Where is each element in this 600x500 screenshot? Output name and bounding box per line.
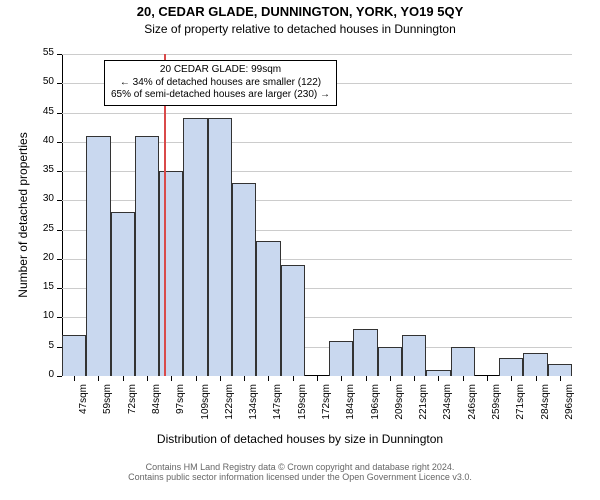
x-tick: [487, 376, 488, 381]
x-tick: [98, 376, 99, 381]
histogram-bar: [523, 353, 547, 376]
x-tick-label: 246sqm: [467, 384, 478, 432]
x-tick-label: 84sqm: [151, 384, 162, 432]
y-tick: [57, 113, 62, 114]
x-tick-label: 97sqm: [175, 384, 186, 432]
x-tick-label: 259sqm: [491, 384, 502, 432]
y-tick-label: 0: [28, 369, 54, 380]
x-tick-label: 296sqm: [564, 384, 575, 432]
y-tick: [57, 259, 62, 260]
y-tick-label: 50: [28, 76, 54, 87]
x-tick: [438, 376, 439, 381]
y-tick: [57, 54, 62, 55]
histogram-bar: [159, 171, 183, 376]
annotation-line3: 65% of semi-detached houses are larger (…: [111, 89, 330, 102]
histogram-bar: [208, 118, 232, 376]
x-tick: [317, 376, 318, 381]
x-tick-label: 184sqm: [345, 384, 356, 432]
x-tick: [171, 376, 172, 381]
x-tick: [220, 376, 221, 381]
histogram-bar: [183, 118, 207, 376]
x-tick: [196, 376, 197, 381]
x-tick-label: 47sqm: [78, 384, 89, 432]
x-tick-label: 209sqm: [394, 384, 405, 432]
chart-title: 20, CEDAR GLADE, DUNNINGTON, YORK, YO19 …: [0, 4, 600, 19]
y-tick-label: 40: [28, 135, 54, 146]
x-tick: [366, 376, 367, 381]
histogram-bar: [86, 136, 110, 376]
histogram-bar: [451, 347, 475, 376]
x-tick: [341, 376, 342, 381]
x-tick-label: 134sqm: [248, 384, 259, 432]
y-tick: [57, 376, 62, 377]
y-tick-label: 10: [28, 310, 54, 321]
histogram-bar: [232, 183, 256, 376]
y-tick-label: 55: [28, 47, 54, 58]
histogram-bar: [281, 265, 305, 376]
y-axis-label: Number of detached properties: [16, 54, 30, 376]
chart-footer: Contains HM Land Registry data © Crown c…: [0, 462, 600, 482]
grid-line: [62, 54, 572, 55]
histogram-bar: [499, 358, 523, 376]
annotation-line1: 20 CEDAR GLADE: 99sqm: [111, 64, 330, 77]
histogram-bar: [548, 364, 572, 376]
x-tick-label: 271sqm: [515, 384, 526, 432]
x-tick-label: 109sqm: [200, 384, 211, 432]
y-tick-label: 30: [28, 193, 54, 204]
x-tick: [511, 376, 512, 381]
y-tick: [57, 288, 62, 289]
x-tick: [390, 376, 391, 381]
x-tick: [560, 376, 561, 381]
histogram-bar: [62, 335, 86, 376]
x-tick: [244, 376, 245, 381]
histogram-bar: [111, 212, 135, 376]
histogram-bar: [402, 335, 426, 376]
x-tick: [293, 376, 294, 381]
x-tick-label: 122sqm: [224, 384, 235, 432]
histogram-bar: [135, 136, 159, 376]
chart-container: 20, CEDAR GLADE, DUNNINGTON, YORK, YO19 …: [0, 0, 600, 500]
x-tick-label: 196sqm: [370, 384, 381, 432]
y-tick: [57, 230, 62, 231]
x-tick: [268, 376, 269, 381]
histogram-bar: [256, 241, 280, 376]
y-tick: [57, 142, 62, 143]
x-tick: [463, 376, 464, 381]
x-tick-label: 159sqm: [297, 384, 308, 432]
y-tick-label: 35: [28, 164, 54, 175]
footer-line1: Contains HM Land Registry data © Crown c…: [0, 462, 600, 472]
y-tick-label: 45: [28, 106, 54, 117]
y-tick-label: 25: [28, 223, 54, 234]
annotation-box: 20 CEDAR GLADE: 99sqm ← 34% of detached …: [104, 60, 337, 106]
annotation-line2: ← 34% of detached houses are smaller (12…: [111, 77, 330, 90]
histogram-bar: [329, 341, 353, 376]
x-axis-label: Distribution of detached houses by size …: [0, 432, 600, 446]
x-tick-label: 72sqm: [127, 384, 138, 432]
x-tick-label: 147sqm: [272, 384, 283, 432]
y-tick-label: 5: [28, 340, 54, 351]
x-tick-label: 234sqm: [442, 384, 453, 432]
y-tick: [57, 83, 62, 84]
x-tick-label: 59sqm: [102, 384, 113, 432]
grid-line: [62, 113, 572, 114]
x-tick-label: 172sqm: [321, 384, 332, 432]
histogram-bar: [378, 347, 402, 376]
y-tick-label: 15: [28, 281, 54, 292]
x-tick: [74, 376, 75, 381]
x-tick-label: 221sqm: [418, 384, 429, 432]
x-tick: [536, 376, 537, 381]
x-tick: [147, 376, 148, 381]
x-tick: [123, 376, 124, 381]
y-tick: [57, 317, 62, 318]
x-tick-label: 284sqm: [540, 384, 551, 432]
footer-line2: Contains public sector information licen…: [0, 472, 600, 482]
x-tick: [414, 376, 415, 381]
y-axis-line: [62, 54, 63, 376]
y-tick: [57, 200, 62, 201]
histogram-bar: [353, 329, 377, 376]
chart-subtitle: Size of property relative to detached ho…: [0, 22, 600, 36]
y-tick: [57, 171, 62, 172]
y-tick-label: 20: [28, 252, 54, 263]
